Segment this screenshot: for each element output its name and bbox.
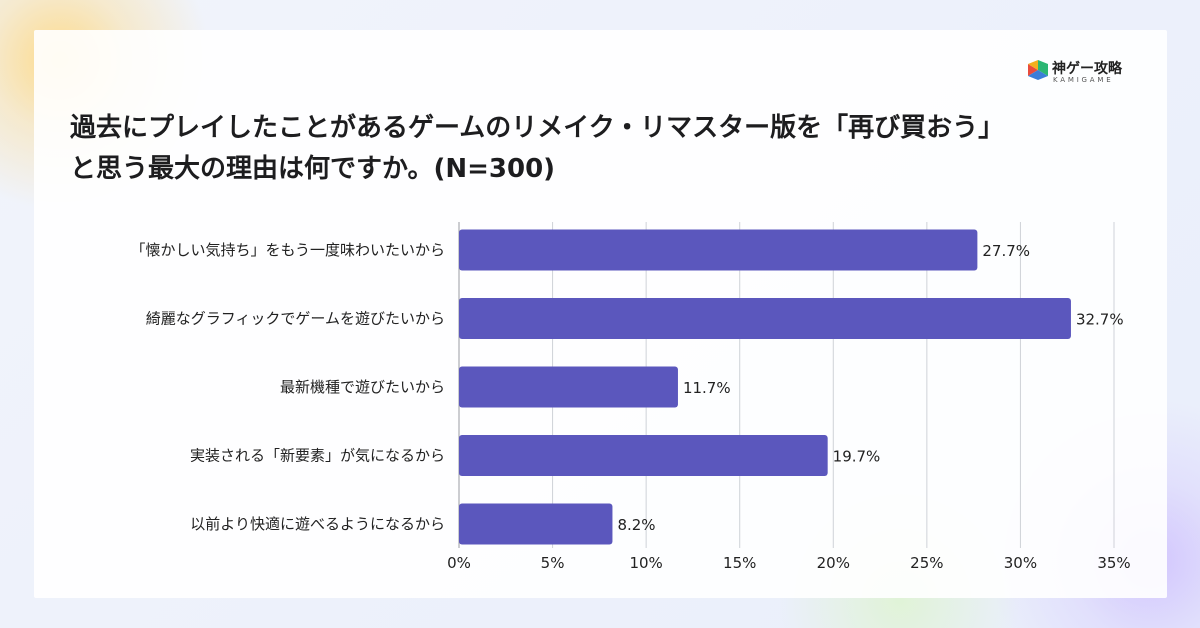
bar	[459, 503, 613, 545]
chart-title-line1: 過去にプレイしたことがあるゲームのリメイク・リマスター版を「再び買おう」	[70, 113, 1005, 143]
value-label: 8.2%	[617, 516, 655, 534]
category-label: 実装される「新要素」が気になるから	[190, 447, 445, 465]
value-label: 27.7%	[982, 242, 1030, 260]
grid-lines	[458, 222, 1115, 548]
x-tick-label: 25%	[910, 554, 943, 572]
bars	[459, 229, 1071, 545]
bar	[459, 435, 828, 476]
value-label: 11.7%	[683, 379, 731, 397]
bar	[459, 298, 1071, 339]
value-label: 19.7%	[833, 448, 881, 466]
x-tick-label: 35%	[1097, 554, 1130, 572]
x-tick-label: 30%	[1004, 554, 1037, 572]
x-tick-label: 15%	[723, 554, 756, 572]
chart-title-line2: と思う最大の理由は何ですか。(N=300)	[70, 154, 556, 184]
x-tick-label: 5%	[541, 554, 565, 572]
bar	[459, 366, 678, 408]
logo: 神ゲー攻略 KAMIGAME	[1028, 58, 1138, 86]
category-label: 綺麗なグラフィックでゲームを遊びたいから	[146, 310, 445, 328]
category-label: 「懐かしい気持ち」をもう一度味わいたいから	[130, 241, 445, 259]
bar	[459, 229, 978, 271]
chart-title: 過去にプレイしたことがあるゲームのリメイク・リマスター版を「再び買おう」 と思う…	[70, 108, 1130, 190]
logo-subtext: KAMIGAME	[1053, 76, 1114, 84]
category-label: 最新機種で遊びたいから	[280, 378, 445, 396]
x-tick-label: 20%	[817, 554, 850, 572]
labels: 0% 5% 10% 15% 20% 25% 30% 35% 「懐かしい気持ち」をもう一度味わいた…	[130, 241, 1130, 572]
x-tick-label: 0%	[447, 554, 471, 572]
logo-text: 神ゲー攻略	[1052, 61, 1122, 77]
x-tick-label: 10%	[629, 554, 662, 572]
category-label: 以前より快適に遊べるようになるから	[190, 515, 445, 533]
value-label: 32.7%	[1076, 311, 1124, 329]
logo-mark-icon	[1028, 60, 1048, 80]
